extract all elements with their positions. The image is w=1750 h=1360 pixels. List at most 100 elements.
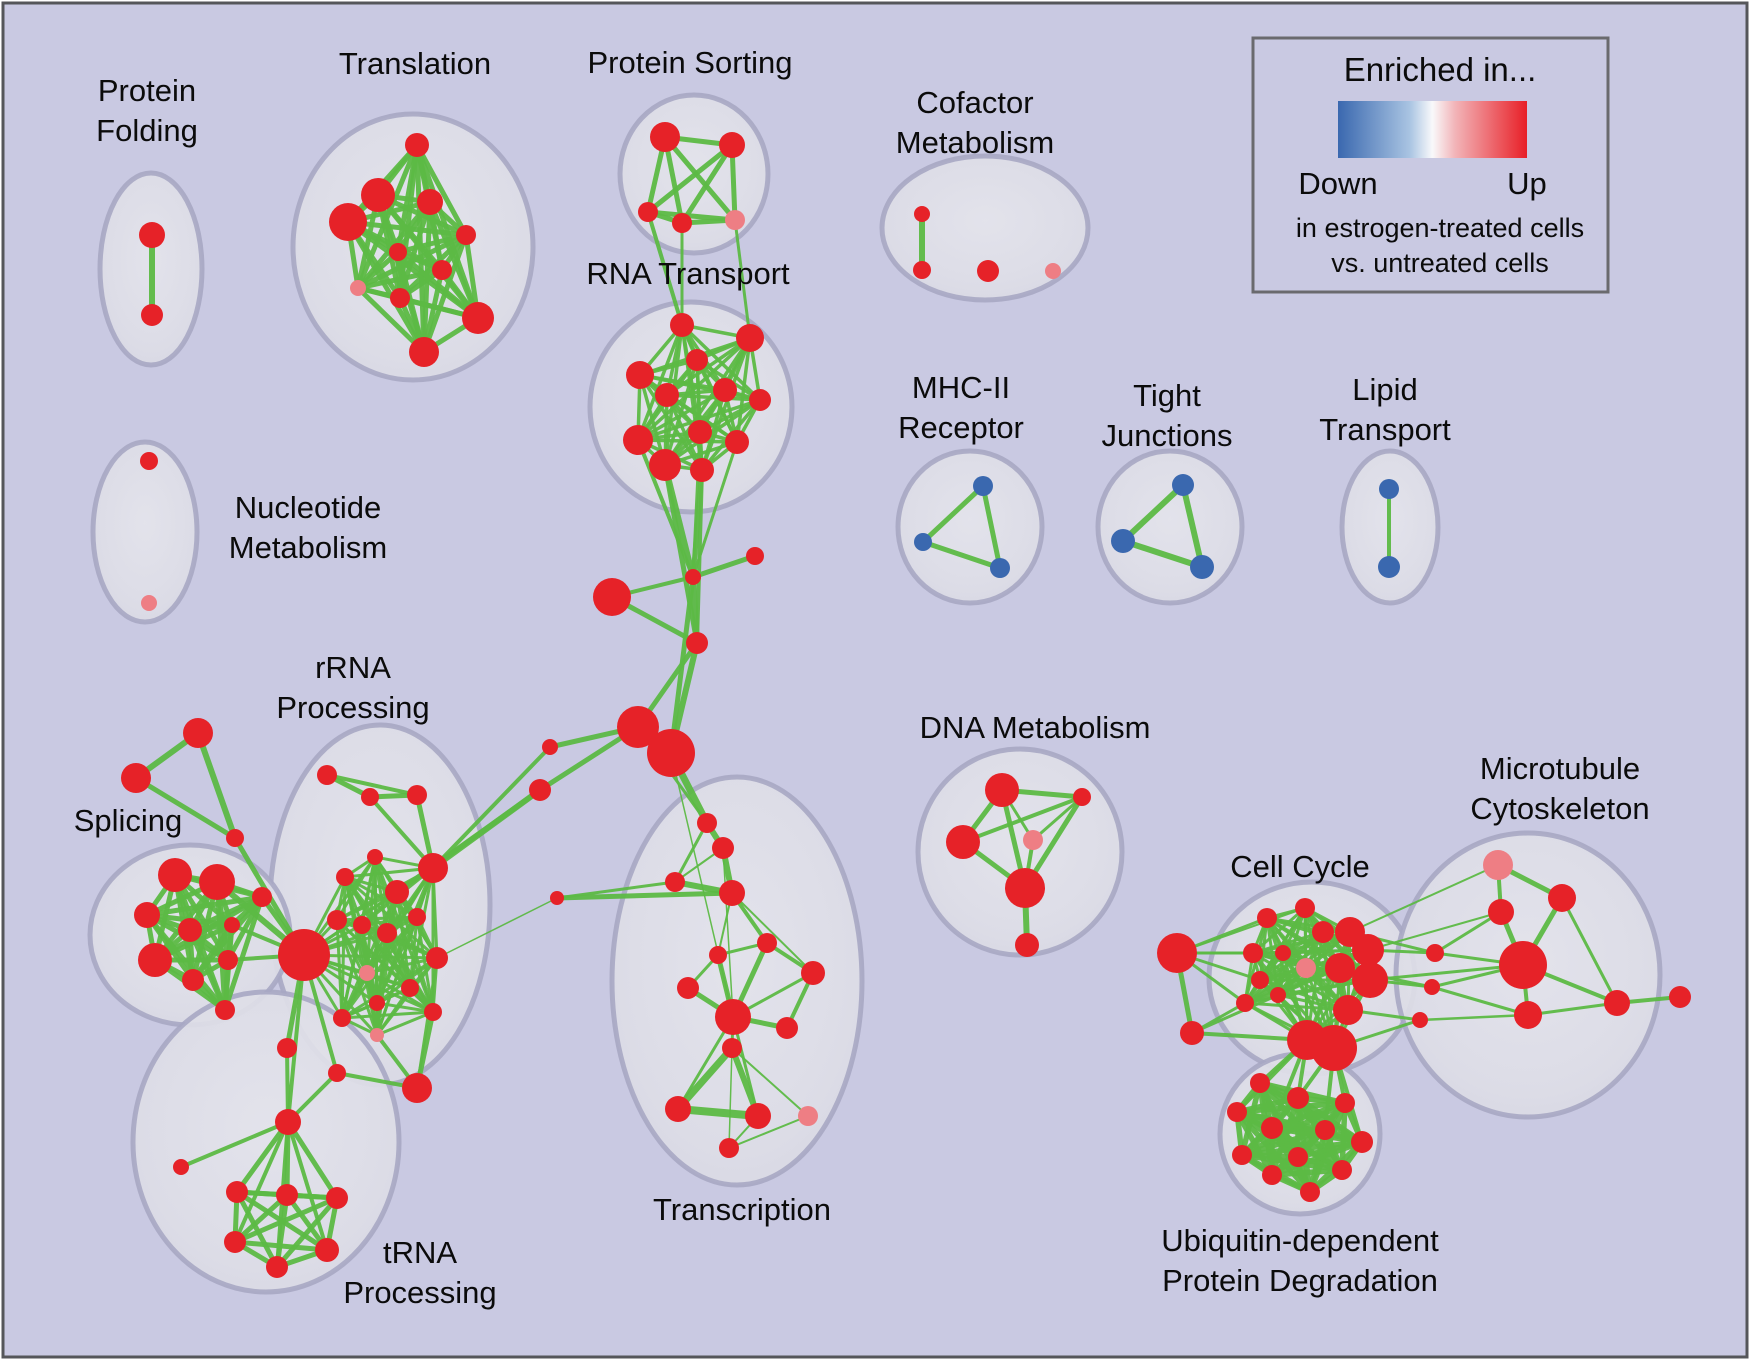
edge-tl-th — [179, 1120, 290, 1169]
edge-cc13-cc14 — [1243, 1001, 1350, 1012]
cluster-label-protein-sorting: Protein Sorting — [587, 45, 792, 80]
node-rt7 — [655, 383, 679, 407]
node-cc12 — [1270, 987, 1286, 1003]
node-r19 — [277, 1038, 297, 1058]
node-r11 — [408, 908, 426, 926]
edge-r12-r13 — [365, 956, 439, 975]
edge-mc2-m6 — [1430, 985, 1530, 1017]
cluster-label-nucleotide-metabolism-line1: Nucleotide — [235, 490, 381, 525]
node-tl — [173, 1159, 189, 1175]
edge-ps1-ps5 — [662, 134, 738, 223]
node-cc7 — [1275, 945, 1291, 961]
node-b7 — [550, 891, 564, 905]
edge-rt8-b1 — [691, 430, 702, 579]
legend-down-label: Down — [1298, 166, 1377, 201]
node-cc2 — [1295, 898, 1315, 918]
node-r9 — [353, 916, 371, 934]
node-cc11 — [1352, 962, 1388, 998]
legend: Enriched in... Down Up in estrogen-treat… — [1251, 36, 1610, 294]
node-t2 — [361, 178, 395, 212]
cluster-label-translation: Translation — [339, 46, 491, 81]
edge-mc3-m6 — [1418, 1013, 1530, 1022]
node-r7 — [385, 880, 409, 904]
node-ps3 — [638, 202, 658, 222]
edge-cc2-cc6 — [1251, 906, 1307, 955]
edge-c4-c11 — [731, 892, 814, 974]
edge-cc4-cc9 — [1258, 930, 1352, 982]
edge-mh1-mh2 — [920, 483, 986, 545]
edge-tj2-tj3 — [1120, 538, 1205, 570]
node-rt5 — [713, 378, 737, 402]
cluster-label-transcription: Transcription — [653, 1192, 831, 1227]
edge-th-x3 — [285, 1119, 340, 1201]
cluster-label-protein-folding-line1: Protein — [98, 73, 196, 108]
cluster-region-mhc-ii-receptor — [895, 448, 1045, 606]
node-t7 — [432, 260, 452, 280]
cluster-label-trna-processing-line2: Processing — [343, 1275, 496, 1310]
cluster-label-cofactor-metabolism-line1: Cofactor — [916, 85, 1033, 120]
node-mh3 — [990, 558, 1010, 578]
node-c11 — [801, 961, 825, 985]
node-u10 — [1332, 1160, 1352, 1180]
node-m1 — [1483, 850, 1513, 880]
node-rt4 — [626, 361, 654, 389]
node-c14 — [798, 1106, 818, 1126]
cluster-region-cofactor-metabolism — [879, 153, 1091, 303]
node-s5 — [224, 917, 240, 933]
node-r5 — [367, 849, 383, 865]
node-d5 — [1005, 868, 1045, 908]
node-u12 — [1300, 1182, 1320, 1202]
legend-title: Enriched in... — [1344, 51, 1537, 88]
node-b6 — [529, 779, 551, 801]
node-d2 — [1073, 788, 1091, 806]
node-u8 — [1232, 1145, 1252, 1165]
node-cc6 — [1243, 943, 1263, 963]
edge-r9-r11 — [360, 915, 419, 927]
legend-gradient-bar — [1338, 101, 1527, 158]
edge-rt6-rt11 — [663, 398, 762, 467]
edge-c12-c13 — [674, 1105, 762, 1120]
node-t11 — [409, 337, 439, 367]
cluster-label-microtubule-cytoskeleton-line1: Microtubule — [1480, 751, 1640, 786]
node-pf1 — [139, 222, 165, 248]
edge-r21-r12 — [415, 956, 439, 1090]
edge-d2-d4 — [1031, 795, 1084, 842]
edge-rt7-rt10 — [665, 393, 739, 444]
node-m3 — [1488, 899, 1514, 925]
edge-r15-r17 — [375, 1001, 435, 1014]
legend-box — [1251, 36, 1610, 294]
edge-c2-c8 — [722, 847, 734, 1018]
node-cc5 — [1352, 934, 1384, 966]
cluster-label-ubiquitin-degradation-line1: Ubiquitin-dependent — [1161, 1223, 1439, 1258]
cluster-label-lipid-transport-line2: Transport — [1319, 412, 1451, 447]
node-b1 — [685, 569, 701, 585]
node-x2 — [276, 1184, 298, 1206]
node-hub1 — [617, 706, 659, 748]
edge-b7-c3 — [555, 880, 677, 900]
edge-tj1-tj3 — [1180, 482, 1205, 570]
edge-c10-c12 — [674, 1044, 736, 1113]
edge-tr2-tr3 — [133, 775, 238, 841]
edge-x3-x4 — [232, 1195, 340, 1245]
node-cc14 — [1333, 995, 1363, 1025]
node-rt2 — [736, 324, 764, 352]
node-hub2 — [647, 729, 695, 777]
edge-r6-r11 — [343, 875, 419, 919]
node-t1 — [405, 133, 429, 157]
node-tj3 — [1190, 555, 1214, 579]
node-ps4 — [672, 213, 692, 233]
node-ps5 — [725, 210, 745, 230]
node-r6 — [336, 868, 354, 886]
edge-d2-d3 — [961, 795, 1084, 844]
node-t6 — [389, 243, 407, 261]
edge-r14-r18 — [375, 986, 412, 1037]
node-r1 — [317, 765, 337, 785]
edge-rt6-rt9 — [636, 398, 762, 442]
edge-b5-r4 — [431, 745, 552, 870]
node-c15 — [719, 1138, 739, 1158]
cluster-label-cofactor-metabolism-line2: Metabolism — [896, 125, 1055, 160]
node-u4 — [1227, 1102, 1247, 1122]
node-c6 — [757, 933, 777, 953]
node-r12 — [426, 947, 448, 969]
